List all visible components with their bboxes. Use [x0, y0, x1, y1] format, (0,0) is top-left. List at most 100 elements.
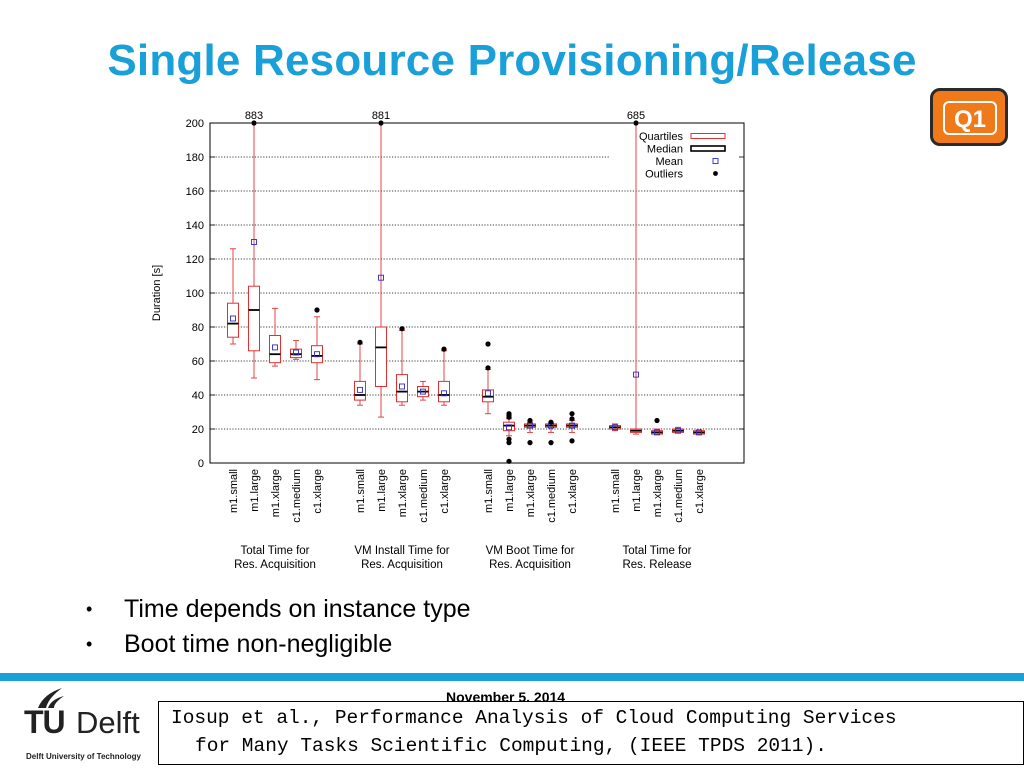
x-tick-label: m1.large	[376, 469, 388, 512]
y-tick-label: 60	[192, 356, 204, 368]
y-tick-label: 100	[186, 288, 204, 300]
legend-label: Mean	[655, 156, 683, 168]
x-tick-label: c1.xlarge	[694, 469, 706, 514]
y-tick-label: 0	[198, 458, 204, 470]
mean-marker	[251, 239, 257, 245]
mean-marker	[675, 427, 681, 434]
logo-university: Delft University of Technology	[26, 752, 141, 761]
outlier-point	[527, 440, 533, 446]
quartile-box	[248, 285, 260, 352]
question-badge: Q1	[930, 88, 1008, 146]
bullet-dot: •	[86, 634, 93, 654]
mean-marker	[378, 274, 384, 281]
group-label: Res. Acquisition	[489, 559, 571, 571]
mean-marker	[654, 429, 660, 436]
logo-delft: Delft	[76, 705, 140, 740]
mean-marker	[420, 388, 426, 395]
y-tick-label: 20	[192, 424, 204, 436]
mean-marker	[612, 424, 618, 431]
y-tick-label: 180	[186, 152, 204, 164]
quartile-box	[396, 374, 408, 403]
outlier-point	[314, 307, 320, 313]
quartile-box	[227, 302, 239, 338]
bullet-dot: •	[86, 599, 93, 619]
top-count-label: 881	[372, 110, 390, 122]
y-tick-label: 200	[186, 118, 204, 130]
mean-marker	[506, 424, 512, 431]
top-count-label: 685	[627, 110, 645, 122]
bullet-text: Time depends on instance type	[124, 595, 471, 623]
x-tick-label: c1.medium	[291, 469, 303, 523]
group-label: VM Boot Time for	[486, 545, 575, 557]
y-tick-label: 120	[186, 254, 204, 266]
x-tick-label: m1.large	[249, 469, 261, 512]
x-tick-label: m1.large	[631, 469, 643, 512]
y-axis-label: Duration [s]	[151, 265, 163, 321]
citation-line-1: Iosup et al., Performance Analysis of Cl…	[171, 707, 897, 729]
x-tick-label: m1.xlarge	[525, 469, 537, 517]
quartile-box	[311, 345, 323, 364]
x-tick-label: m1.large	[504, 469, 516, 512]
outlier-point	[506, 436, 512, 442]
quartile-box	[375, 326, 387, 387]
outlier-point	[441, 346, 447, 352]
outlier-point	[569, 411, 575, 417]
outlier-point	[569, 438, 575, 444]
legend-outlier-swatch	[713, 171, 718, 176]
outlier-point	[654, 417, 660, 424]
bullet-list: • Time depends on instance type • Boot tim…	[80, 592, 471, 662]
x-tick-label: m1.small	[228, 469, 240, 513]
y-tick-label: 40	[192, 390, 204, 402]
slide-title: Single Resource Provisioning/Release	[107, 36, 917, 85]
legend-median-swatch	[690, 145, 726, 152]
citation-line-2: for Many Tasks Scientific Computing, (IE…	[195, 735, 827, 757]
outlier-point	[548, 419, 554, 425]
y-tick-label: 80	[192, 322, 204, 334]
outlier-point	[357, 339, 363, 345]
mean-marker	[633, 371, 639, 378]
boxplot-chart: 0 20 40 60 80 100 120 140 160 180 200 Duration [s] m…	[151, 110, 745, 571]
mean-marker	[569, 422, 575, 429]
bullet-item: • Boot time non-negligible	[80, 627, 471, 662]
mean-marker	[314, 351, 320, 358]
legend-quartile-swatch	[690, 133, 726, 139]
flame-icon	[38, 688, 64, 708]
group-label: Res. Release	[622, 559, 691, 571]
mean-marker	[293, 349, 299, 356]
mean-marker	[485, 390, 491, 397]
legend-mean-swatch	[712, 158, 719, 164]
outlier-point	[399, 326, 405, 332]
group-label: Res. Acquisition	[234, 559, 316, 571]
group-label: VM Install Time for	[354, 545, 449, 557]
x-tick-label: m1.small	[483, 469, 495, 513]
mean-marker	[230, 315, 236, 322]
plot-frame	[209, 122, 745, 464]
y-tick-label: 160	[186, 186, 204, 198]
group-label: Total Time for	[622, 545, 691, 557]
x-tick-label: m1.xlarge	[652, 469, 664, 517]
outlier-point	[548, 440, 554, 446]
footer-divider	[0, 673, 1024, 681]
x-tick-label: c1.xlarge	[312, 469, 324, 514]
logo-tu: TU	[24, 704, 66, 740]
top-count-label: 883	[245, 110, 263, 122]
x-tick-label: m1.xlarge	[270, 469, 282, 517]
bullet-text: Boot time non-negligible	[124, 630, 393, 658]
badge-label: Q1	[943, 101, 997, 135]
outlier-point	[378, 120, 384, 126]
x-tick-label: c1.xlarge	[439, 469, 451, 514]
mean-marker	[357, 386, 363, 393]
x-tick-label: c1.medium	[418, 469, 430, 523]
mean-marker	[272, 344, 278, 351]
outlier-point	[569, 416, 575, 422]
x-tick-label: m1.small	[610, 469, 622, 513]
legend-label: Median	[647, 144, 683, 156]
x-tick-label: m1.small	[355, 469, 367, 513]
outlier-point	[251, 120, 257, 126]
x-tick-label: c1.medium	[673, 469, 685, 523]
legend-label: Outliers	[645, 169, 683, 181]
group-label: Total Time for	[240, 545, 309, 557]
quartile-box	[269, 335, 281, 364]
outlier-point	[527, 417, 533, 424]
tu-delft-logo: TU Delft Delft University of Technology	[24, 686, 164, 766]
